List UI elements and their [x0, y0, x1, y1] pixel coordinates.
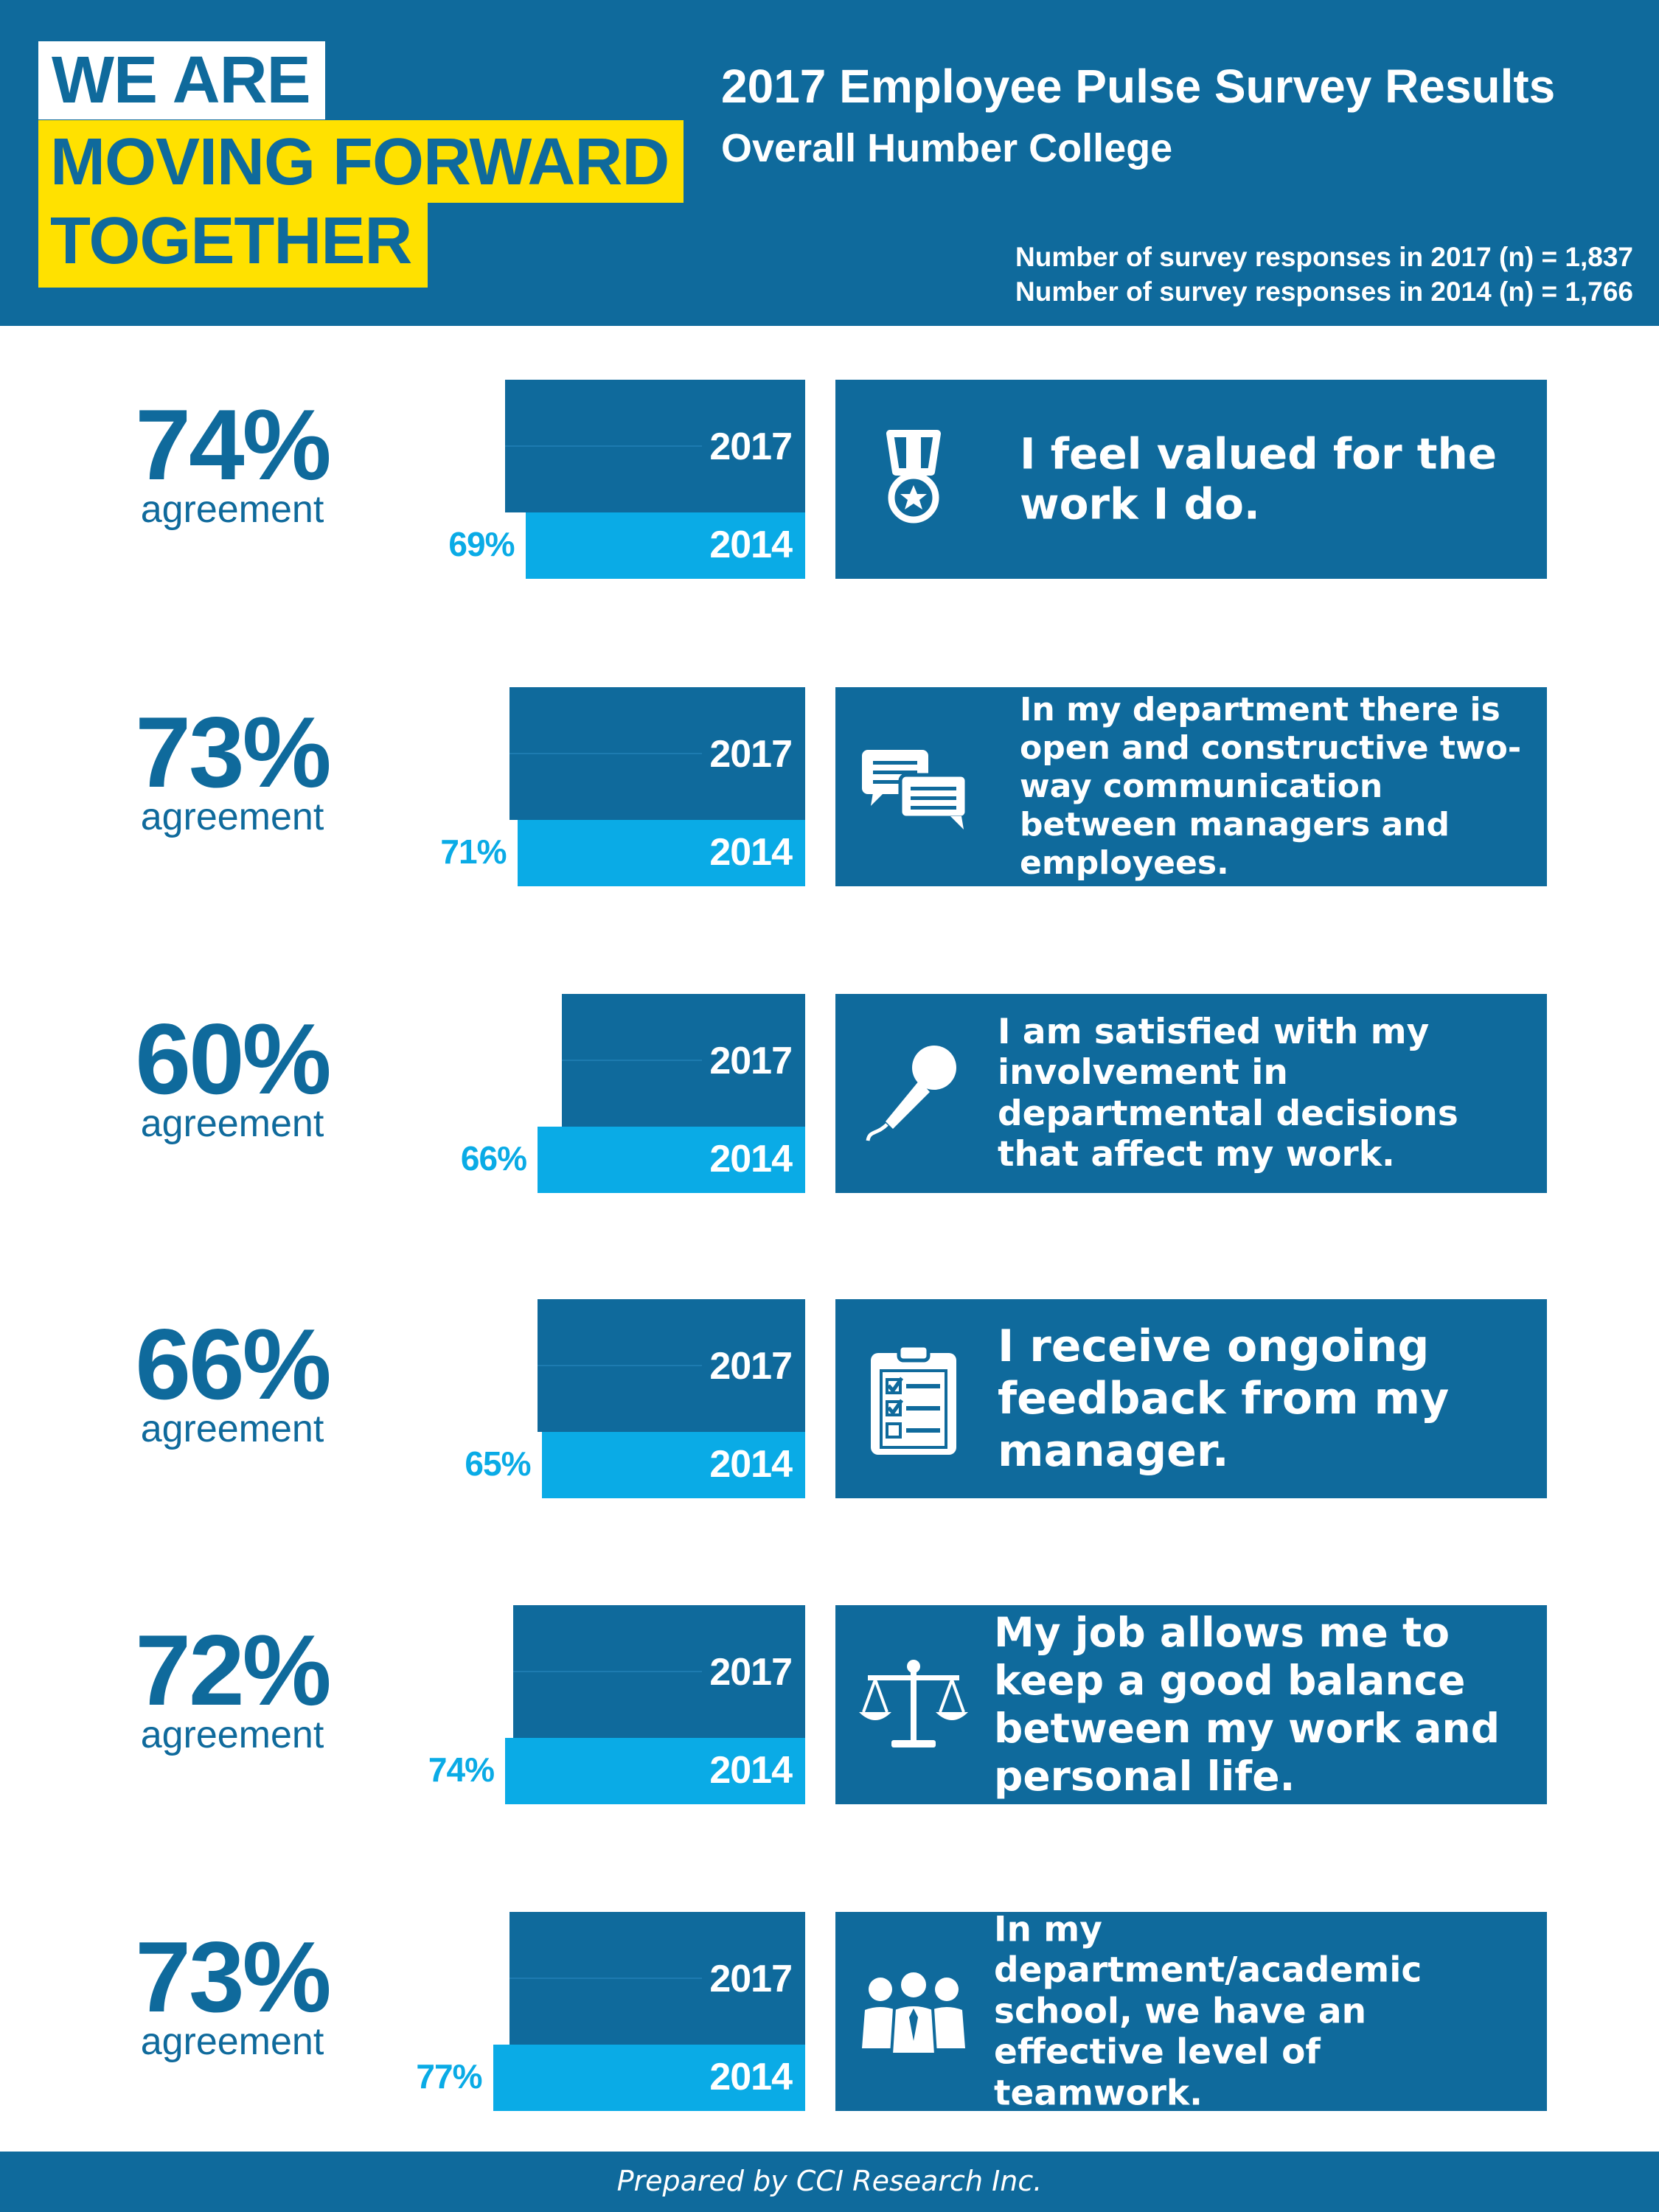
- bar-divider: [509, 753, 702, 754]
- agreement-2014-percent: 71%: [440, 832, 507, 871]
- agreement-2017-percent: 60%: [135, 1003, 331, 1115]
- statement-text: In my department there is open and const…: [1020, 691, 1522, 882]
- responses-2017: Number of survey responses in 2017 (n) =…: [1015, 242, 1633, 272]
- bar-divider: [562, 1060, 702, 1061]
- agreement-label: agreement: [140, 1714, 324, 1756]
- bar-year-label-2017: 2017: [709, 733, 793, 776]
- bar-2017: 2017: [562, 994, 805, 1127]
- bar-2014: 2014: [517, 820, 805, 886]
- bar-divider: [505, 445, 702, 447]
- bar-year-label-2014: 2014: [709, 1749, 793, 1792]
- footer-credit: Prepared by CCI Research Inc.: [616, 2165, 1043, 2197]
- bar-year-label-2017: 2017: [709, 1040, 793, 1082]
- bar-year-label-2017: 2017: [709, 1651, 793, 1694]
- statement-card: My job allows me to keep a good balance …: [835, 1605, 1547, 1804]
- bar-2014: 2014: [538, 1127, 805, 1193]
- bar-year-label-2014: 2014: [709, 1138, 793, 1180]
- chat-bubbles-icon: [855, 728, 973, 846]
- agreement-2014-percent: 77%: [416, 2057, 482, 2096]
- bar-divider: [509, 1978, 702, 1979]
- bar-2017: 2017: [509, 687, 805, 820]
- survey-row: 66% agreement 2017 2014 65% I receive ongoing…: [0, 1299, 1659, 1498]
- bar-2014: 2014: [541, 1432, 805, 1498]
- page-subtitle: Overall Humber College: [721, 126, 1173, 170]
- agreement-label: agreement: [140, 796, 324, 838]
- bar-year-label-2014: 2014: [709, 831, 793, 874]
- statement-text: I receive ongoing feedback from my manag…: [998, 1320, 1450, 1477]
- header-banner: WE ARE MOVING FORWARD TOGETHER 2017 Empl…: [0, 0, 1659, 326]
- bar-2014: 2014: [505, 1738, 805, 1804]
- statement-card: I receive ongoing feedback from my manag…: [835, 1299, 1547, 1498]
- team-icon: [855, 1952, 973, 2070]
- statement-card: In my department there is open and const…: [835, 687, 1547, 886]
- agreement-2014-percent: 74%: [428, 1750, 495, 1789]
- bar-year-label-2014: 2014: [709, 524, 793, 566]
- footer: Prepared by CCI Research Inc.: [0, 2152, 1659, 2212]
- bar-divider: [538, 1365, 702, 1366]
- medal-icon: [855, 420, 973, 538]
- bar-2014: 2014: [493, 2045, 805, 2111]
- survey-row: 60% agreement 2017 2014 66% I am satisfied wi…: [0, 994, 1659, 1193]
- bar-year-label-2014: 2014: [709, 1443, 793, 1486]
- clipboard-checklist-icon: [855, 1340, 973, 1458]
- agreement-2017-percent: 72%: [135, 1614, 331, 1726]
- statement-text: In my department/academic school, we hav…: [994, 1909, 1422, 2114]
- agreement-2014-percent: 66%: [460, 1139, 527, 1178]
- bar-2014: 2014: [525, 512, 805, 579]
- agreement-label: agreement: [140, 2020, 324, 2063]
- bar-year-label-2017: 2017: [709, 1958, 793, 2000]
- agreement-label: agreement: [140, 488, 324, 531]
- agreement-2017-percent: 66%: [135, 1308, 331, 1420]
- agreement-label: agreement: [140, 1408, 324, 1450]
- agreement-2017-percent: 74%: [135, 389, 331, 501]
- statement-card: I feel valued for the work I do.: [835, 380, 1547, 579]
- bar-2017: 2017: [538, 1299, 805, 1432]
- statement-text: I am satisfied with my involvement in de…: [998, 1012, 1458, 1175]
- agreement-2014-percent: 65%: [465, 1444, 531, 1483]
- logo-line-moving-forward: MOVING FORWARD: [38, 120, 684, 203]
- bar-2017: 2017: [505, 380, 805, 512]
- responses-2014: Number of survey responses in 2014 (n) =…: [1015, 276, 1633, 307]
- balance-scale-icon: [855, 1646, 973, 1764]
- statement-text: I feel valued for the work I do.: [1020, 428, 1498, 529]
- page-title: 2017 Employee Pulse Survey Results: [721, 60, 1556, 113]
- statement-card: In my department/academic school, we hav…: [835, 1909, 1547, 2114]
- bar-year-label-2017: 2017: [709, 425, 793, 468]
- agreement-2017-percent: 73%: [135, 1921, 331, 2033]
- survey-row: 72% agreement 2017 2014 74% My job allows me …: [0, 1605, 1659, 1804]
- statement-card: I am satisfied with my involvement in de…: [835, 994, 1547, 1193]
- statement-text: My job allows me to keep a good balance …: [994, 1609, 1500, 1800]
- agreement-2017-percent: 73%: [135, 696, 331, 808]
- bar-2017: 2017: [513, 1605, 805, 1738]
- agreement-label: agreement: [140, 1102, 324, 1145]
- logo-line-we-are: WE ARE: [38, 41, 325, 119]
- bar-year-label-2014: 2014: [709, 2056, 793, 2098]
- survey-row: 73% agreement 2017 2014 71% In my department …: [0, 687, 1659, 886]
- microphone-icon: [855, 1034, 973, 1152]
- logo-line-together: TOGETHER: [38, 199, 428, 288]
- bar-year-label-2017: 2017: [709, 1345, 793, 1388]
- survey-row: 74% agreement 2017 2014 69% I feel valued for…: [0, 380, 1659, 579]
- bar-2017: 2017: [509, 1912, 805, 2045]
- agreement-2014-percent: 69%: [448, 525, 515, 563]
- survey-row: 73% agreement 2017 2014 77% In my department/…: [0, 1909, 1659, 2114]
- bar-divider: [513, 1671, 702, 1672]
